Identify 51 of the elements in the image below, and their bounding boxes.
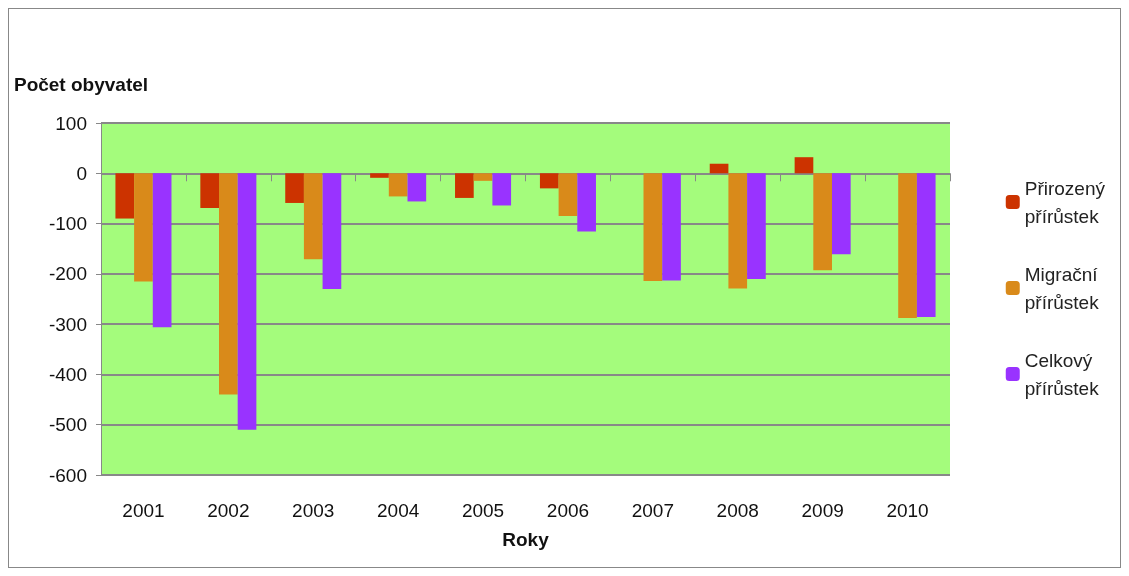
bar: [219, 173, 238, 395]
bar: [558, 173, 578, 217]
bar: [407, 173, 427, 202]
bar: [539, 173, 559, 189]
legend-label: Celkový přírůstek: [1024, 349, 1100, 399]
bar: [709, 163, 729, 174]
bar: [492, 173, 512, 206]
x-tick-label: 2002: [207, 500, 250, 521]
bar: [200, 173, 220, 208]
bar: [134, 173, 153, 282]
bar: [813, 173, 832, 271]
y-tick-label: -600: [48, 464, 87, 486]
bar: [370, 173, 389, 178]
bar: [322, 173, 342, 289]
x-tick-label: 2009: [801, 500, 844, 521]
bar: [388, 173, 408, 197]
bar: [115, 173, 135, 219]
x-tick-label: 2006: [546, 500, 590, 521]
bar: [303, 173, 323, 260]
bar: [916, 173, 936, 318]
x-tick-label: 2008: [716, 500, 759, 521]
y-tick-label: -200: [48, 263, 87, 285]
bar: [898, 173, 917, 319]
legend-label: Migrační přírůstek: [1024, 263, 1100, 313]
y-tick-label: -400: [48, 363, 87, 385]
bar: [473, 173, 493, 181]
x-tick-label: 2005: [461, 500, 505, 521]
bar: [285, 173, 304, 203]
y-tick-label: 0: [76, 162, 87, 184]
bar: [455, 173, 474, 198]
x-tick-label: 2010: [886, 500, 929, 521]
bar: [831, 173, 851, 255]
x-tick-label: 2007: [631, 500, 674, 521]
legend-label: Přirozený přírůstek: [1024, 177, 1106, 227]
bar: [794, 157, 814, 174]
x-tick-label: 2003: [292, 500, 335, 521]
bar: [237, 173, 257, 430]
x-axis-title: Roky: [502, 529, 550, 550]
x-tick-label: 2001: [122, 500, 165, 521]
x-tick-label: 2004: [377, 500, 420, 521]
y-tick-label: -500: [48, 414, 87, 436]
bar: [728, 173, 748, 289]
bar: [643, 173, 663, 281]
y-tick-label: -300: [48, 313, 87, 335]
y-tick-label: 100: [55, 112, 87, 134]
bar: [577, 173, 596, 232]
bar: [747, 173, 766, 279]
y-tick-label: -100: [48, 213, 87, 235]
bar: [662, 173, 681, 281]
y-axis-title: Počet obyvatel: [13, 73, 149, 95]
bar: [152, 173, 172, 328]
